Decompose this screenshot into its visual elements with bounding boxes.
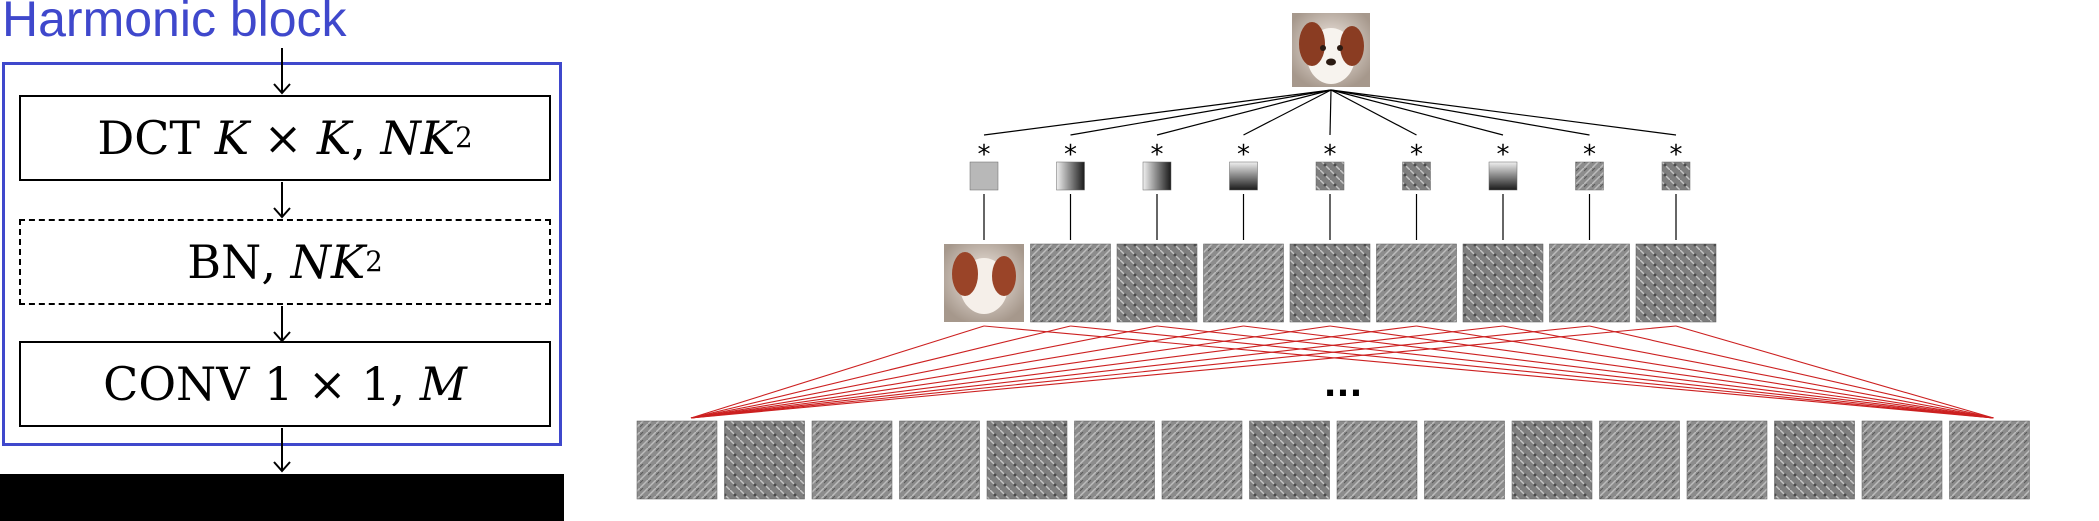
- output-feature-map: [986, 420, 1068, 500]
- conv-label: CONV: [103, 357, 250, 411]
- output-feature-map: [1336, 420, 1418, 500]
- dct-comma: ,: [351, 111, 366, 165]
- input-fan-line: [1330, 89, 1590, 136]
- output-feature-map: [1161, 420, 1243, 500]
- output-feature-map: [1599, 420, 1680, 500]
- dct-filter: [1056, 161, 1085, 191]
- bn-nk: NK: [290, 235, 366, 289]
- output-fan-line: [690, 325, 1331, 419]
- filter-response: [1462, 243, 1544, 323]
- dct-box: DCT K × K, NK 2: [19, 95, 551, 181]
- filter-response: [1203, 243, 1284, 323]
- filter-links: [983, 194, 1677, 240]
- input-image: [1292, 13, 1370, 87]
- output-fan-line: [1416, 325, 1994, 419]
- output-fan-line: [690, 325, 1590, 419]
- output-fan-line: [1675, 325, 1994, 419]
- filter-response: [1549, 243, 1630, 323]
- output-bar: [0, 474, 564, 521]
- output-feature-map: [1774, 420, 1855, 500]
- filter-response: [1030, 243, 1111, 323]
- output-fan-line: [1502, 325, 1994, 419]
- output-fan-line: [690, 325, 985, 419]
- harmonic-block-title: Harmonic block: [2, 0, 347, 47]
- bn-label: BN: [187, 235, 262, 289]
- input-fan-lines: [983, 89, 1677, 136]
- output-feature-maps: [636, 420, 2030, 500]
- input-fan-line: [983, 89, 1332, 136]
- output-feature-map: [1949, 420, 2030, 500]
- output-feature-map: [724, 420, 805, 500]
- output-feature-map: [1424, 420, 1505, 500]
- output-feature-map: [1686, 420, 1768, 500]
- dct-label: DCT: [97, 111, 201, 165]
- output-feature-map: [811, 420, 893, 500]
- filter-response: [1289, 243, 1371, 323]
- output-fan-line: [690, 325, 1504, 419]
- dct-filter: [1661, 161, 1691, 191]
- filter-response: [1635, 243, 1717, 323]
- output-fan-line: [1589, 325, 1994, 419]
- bn-comma: ,: [261, 235, 276, 289]
- dct-filter: [1488, 161, 1518, 191]
- output-fan-line: [690, 325, 1158, 419]
- dct-filter: [1402, 161, 1431, 191]
- dct-k1: K: [214, 111, 250, 165]
- conv-box: CONV 1 × 1, M: [19, 341, 551, 427]
- conv-m: M: [419, 357, 467, 411]
- output-fan-line: [690, 325, 1071, 419]
- conv-comma: ,: [390, 357, 406, 411]
- output-fan-lines: [690, 325, 1994, 419]
- input-fan-line: [1329, 89, 1332, 136]
- input-fan-line: [1330, 89, 1504, 136]
- filter-response: [944, 244, 1024, 322]
- output-feature-map: [1861, 420, 1943, 500]
- input-fan-line: [1156, 89, 1332, 136]
- output-feature-map: [899, 420, 980, 500]
- dct-filter: [1229, 161, 1258, 191]
- output-fan-line: [690, 325, 1417, 419]
- input-fan-line: [1330, 89, 1417, 136]
- output-feature-map: [1249, 420, 1330, 500]
- dct-k2: K: [316, 111, 352, 165]
- input-fan-line: [1243, 89, 1332, 136]
- dct-filters: [969, 161, 1691, 191]
- bn-box: BN, NK 2: [19, 219, 551, 305]
- input-fan-line: [1070, 89, 1332, 136]
- output-feature-map: [1074, 420, 1155, 500]
- filter-responses: [944, 243, 1717, 323]
- block-arrows: [273, 48, 291, 473]
- output-fan-line: [1329, 325, 1994, 419]
- input-fan-line: [1330, 89, 1677, 136]
- output-fan-line: [690, 325, 1244, 419]
- harmonic-block-frame: DCT K × K, NK 2 BN, NK 2 CONV 1 × 1, M: [2, 62, 562, 446]
- dct-filter: [969, 161, 999, 191]
- output-feature-map: [1511, 420, 1593, 500]
- conv-size: 1 × 1: [264, 357, 391, 411]
- filter-response: [1376, 243, 1457, 323]
- dct-filter: [1575, 161, 1604, 191]
- dct-filter: [1142, 161, 1172, 191]
- filter-response: [1116, 243, 1198, 323]
- dct-nk: NK: [380, 111, 456, 165]
- output-feature-map: [636, 420, 718, 500]
- ellipsis: ...: [1324, 365, 1363, 405]
- dct-filter: [1315, 161, 1345, 191]
- output-fan-line: [690, 325, 1677, 419]
- dct-times: ×: [263, 111, 303, 165]
